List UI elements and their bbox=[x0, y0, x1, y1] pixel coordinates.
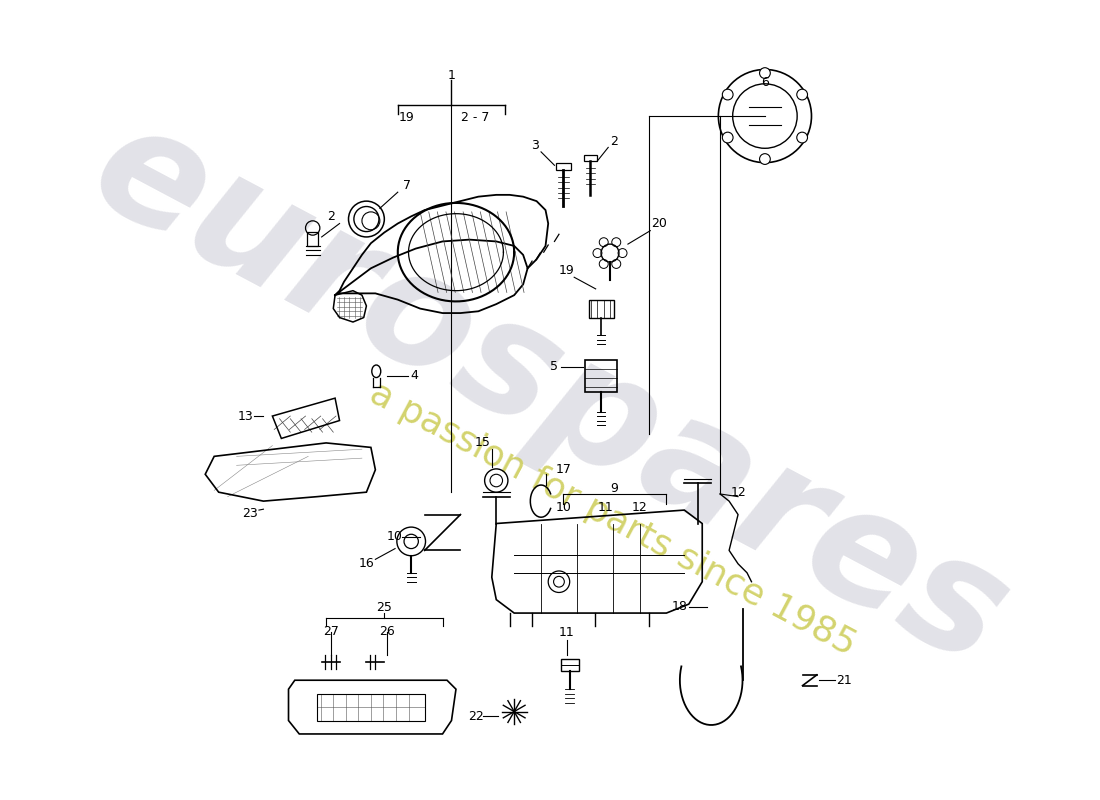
Text: 2: 2 bbox=[327, 210, 334, 223]
Text: 13: 13 bbox=[238, 410, 253, 422]
Circle shape bbox=[618, 249, 627, 258]
Text: 2: 2 bbox=[610, 134, 618, 148]
Text: 16: 16 bbox=[359, 558, 374, 570]
Text: 27: 27 bbox=[322, 626, 339, 638]
Circle shape bbox=[796, 132, 807, 143]
Circle shape bbox=[760, 154, 770, 165]
Circle shape bbox=[612, 238, 620, 246]
Text: 17: 17 bbox=[556, 463, 571, 476]
Text: 10: 10 bbox=[386, 530, 403, 543]
Text: 19: 19 bbox=[559, 265, 575, 278]
Circle shape bbox=[600, 238, 608, 246]
Text: 3: 3 bbox=[531, 139, 539, 152]
Text: 6: 6 bbox=[761, 75, 769, 89]
Bar bbox=[585, 360, 617, 392]
Text: 7: 7 bbox=[403, 178, 410, 191]
Circle shape bbox=[796, 89, 807, 100]
Text: 5: 5 bbox=[550, 360, 559, 374]
Bar bbox=[561, 658, 579, 671]
Text: 18: 18 bbox=[672, 600, 688, 614]
Circle shape bbox=[723, 132, 733, 143]
Bar bbox=[588, 300, 614, 318]
Text: 23: 23 bbox=[242, 507, 257, 520]
Text: 15: 15 bbox=[475, 437, 491, 450]
Circle shape bbox=[723, 89, 733, 100]
Text: 26: 26 bbox=[379, 626, 395, 638]
Text: 12: 12 bbox=[730, 486, 746, 498]
Text: 19: 19 bbox=[399, 111, 415, 124]
Circle shape bbox=[612, 259, 620, 269]
Text: 25: 25 bbox=[376, 601, 393, 614]
Text: 12: 12 bbox=[631, 501, 648, 514]
Bar bbox=[317, 694, 425, 721]
Text: 21: 21 bbox=[836, 674, 851, 686]
Text: 1: 1 bbox=[448, 70, 455, 82]
Text: 20: 20 bbox=[651, 217, 668, 230]
Text: 9: 9 bbox=[610, 482, 618, 495]
Text: 11: 11 bbox=[559, 626, 575, 639]
Text: 11: 11 bbox=[597, 501, 614, 514]
Bar bbox=[557, 162, 571, 170]
Text: 22: 22 bbox=[468, 710, 484, 722]
Text: a passion for parts since 1985: a passion for parts since 1985 bbox=[364, 376, 861, 662]
Bar bbox=[584, 154, 596, 161]
Circle shape bbox=[760, 68, 770, 78]
Circle shape bbox=[600, 259, 608, 269]
Text: eurospares: eurospares bbox=[68, 88, 1032, 699]
Bar bbox=[307, 233, 318, 246]
Text: 10: 10 bbox=[556, 501, 571, 514]
Text: 2 - 7: 2 - 7 bbox=[461, 111, 490, 124]
Circle shape bbox=[593, 249, 602, 258]
Text: 4: 4 bbox=[410, 370, 419, 382]
